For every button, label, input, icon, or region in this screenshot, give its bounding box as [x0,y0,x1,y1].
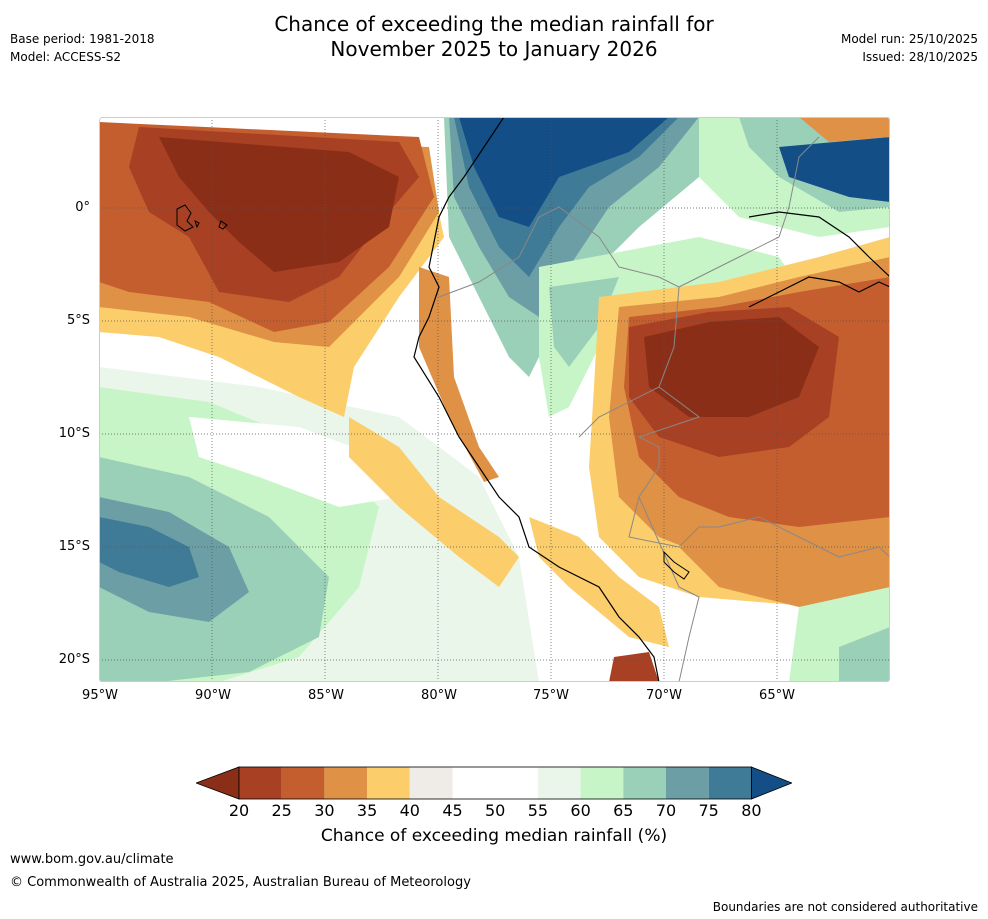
colorbar-high-arrow [751,766,792,800]
cb-tick-75: 75 [698,801,719,820]
lat-label-20s: 20°S [58,652,90,667]
region-peru-coast-light-orange [529,517,669,647]
colorbar-bin-60-65 [580,767,624,799]
colorbar-low-arrow [196,766,240,800]
lake-titicaca [663,550,690,580]
colorbar-bin-25-30 [281,767,325,799]
footer-url[interactable]: www.bom.gov.au/climate [10,852,174,867]
header-right-info: Model run: 25/10/2025 Issued: 28/10/2025 [841,30,978,66]
cb-tick-65: 65 [613,801,634,820]
cb-tick-20: 20 [228,801,250,820]
lon-label-65w: 65°W [759,688,795,703]
cb-tick-50: 50 [485,801,506,820]
graticule [99,117,890,682]
cb-tick-70: 70 [655,801,677,820]
lat-label-15s: 15°S [58,539,90,554]
lon-label-95w: 95°W [82,688,118,703]
region-south-peru-red [609,652,659,682]
lat-label-0: 0° [75,200,90,215]
cb-tick-30: 30 [314,801,335,820]
colorbar-bin-30-35 [324,767,368,799]
region-nw-dark-brown [159,137,399,272]
lat-label-5s: 5°S [66,313,90,328]
colorbar-bin-55-60 [537,767,581,799]
lat-label-10s: 10°S [58,426,90,441]
colorbar-bin-45-50 [452,767,496,799]
cb-tick-25: 25 [271,801,292,820]
region-ne-top-orange [799,117,890,142]
region-ne-blue [779,137,890,202]
lon-label-85w: 85°W [308,688,344,703]
galapagos-islands [176,204,228,232]
country-borders [438,136,890,682]
header-left-info: Base period: 1981-2018 Model: ACCESS-S2 [10,30,155,66]
region-pacific-steel-blue [99,517,199,587]
lon-label-90w: 90°W [195,688,231,703]
rainfall-map [99,117,890,682]
region-galapagos-south-white [189,417,399,507]
cb-tick-55: 55 [527,801,549,820]
maracaibo-coast [748,211,890,278]
lon-label-70w: 70°W [646,688,682,703]
cb-tick-35: 35 [356,801,378,820]
colorbar-bin-75-80 [708,767,752,799]
map-title: Chance of exceeding the median rainfall … [0,12,988,62]
region-north-dark-blue [459,117,669,227]
title-line-2: November 2025 to January 2026 [330,37,658,61]
cb-tick-45: 45 [442,801,463,820]
lon-label-80w: 80°W [421,688,457,703]
boundary-disclaimer: Boundaries are not considered authoritat… [712,900,978,914]
coastline [413,117,890,682]
issued-text: Issued: 28/10/2025 [862,50,978,64]
cb-tick-60: 60 [570,801,591,820]
colorbar-bin-20-25 [239,767,282,799]
base-period-text: Base period: 1981-2018 [10,32,155,46]
region-bolivia-orange [679,537,890,607]
model-text: Model: ACCESS-S2 [10,50,122,64]
region-amazon-dark-brown [644,317,819,417]
region-coast-light-orange-strip [349,417,519,587]
cb-tick-80: 80 [741,801,762,820]
lon-label-75w: 75°W [533,688,569,703]
colorbar-label: Chance of exceeding median rainfall (%) [320,826,668,846]
colorbar [196,766,792,800]
footer-copyright: © Commonwealth of Australia 2025, Austra… [10,875,471,890]
colorbar-bin-70-75 [666,767,709,799]
title-line-1: Chance of exceeding the median rainfall … [274,12,714,36]
region-se-teal [839,627,890,682]
colorbar-bin-50-55 [495,767,538,799]
colorbar-bin-35-40 [367,767,410,799]
model-run-text: Model run: 25/10/2025 [840,32,978,46]
colorbar-bin-65-70 [623,767,666,799]
cb-tick-40: 40 [399,801,420,820]
colorbar-bin-40-45 [409,767,453,799]
